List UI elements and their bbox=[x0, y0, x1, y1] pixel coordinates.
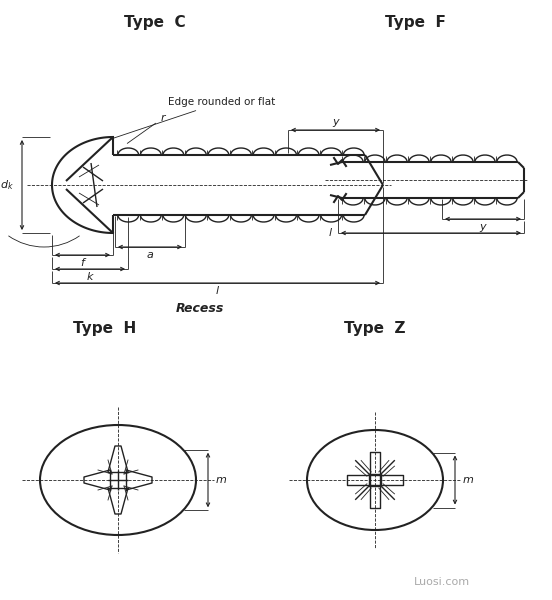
Text: m: m bbox=[216, 475, 227, 485]
Text: r: r bbox=[128, 113, 165, 143]
Text: l: l bbox=[329, 228, 332, 238]
Text: l: l bbox=[216, 286, 219, 296]
Text: y: y bbox=[480, 222, 486, 232]
Text: Type  H: Type H bbox=[73, 320, 137, 335]
Text: Luosi.com: Luosi.com bbox=[414, 577, 470, 587]
Text: Type  F: Type F bbox=[385, 14, 445, 29]
Text: a: a bbox=[147, 250, 153, 260]
Text: Recess: Recess bbox=[176, 301, 224, 314]
Text: y: y bbox=[332, 117, 339, 127]
Text: Type  C: Type C bbox=[124, 14, 186, 29]
Text: $d_k$: $d_k$ bbox=[0, 178, 14, 192]
Text: m: m bbox=[463, 475, 474, 485]
Text: Edge rounded or flat: Edge rounded or flat bbox=[110, 97, 275, 139]
Text: k: k bbox=[87, 272, 93, 282]
Text: Type  Z: Type Z bbox=[344, 320, 406, 335]
Text: f: f bbox=[81, 258, 84, 268]
